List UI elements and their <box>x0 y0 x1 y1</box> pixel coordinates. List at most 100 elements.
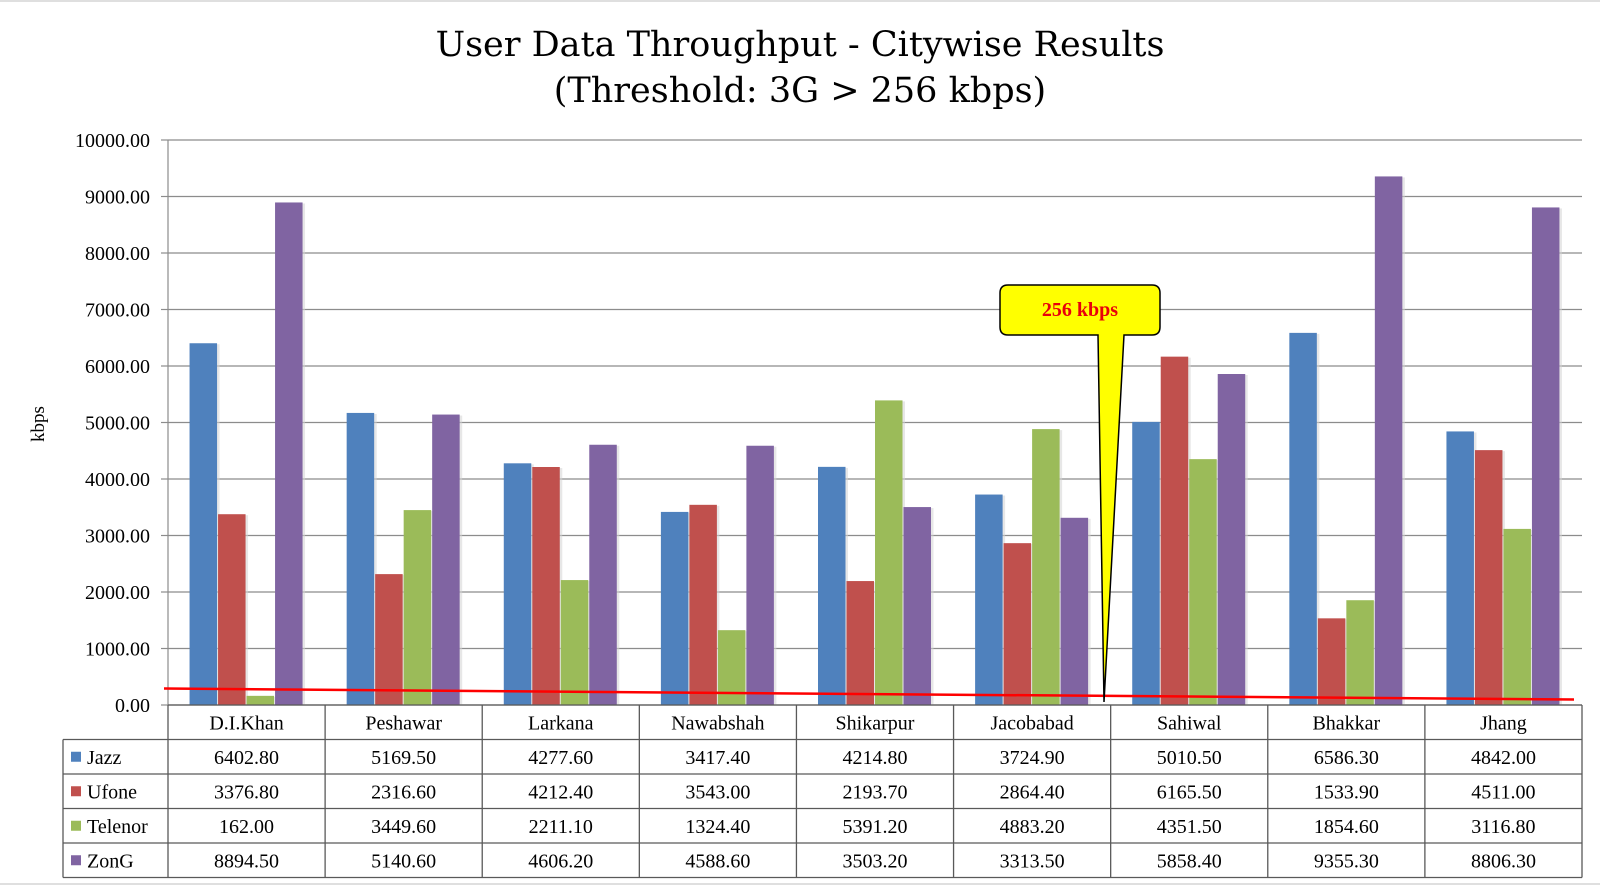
legend-label: Jazz <box>87 747 122 769</box>
y-tick-label: 0.00 <box>115 695 150 717</box>
category-label: Nawabshah <box>671 712 764 734</box>
data-cell: 4883.20 <box>1000 816 1065 838</box>
bar-zong <box>275 202 303 705</box>
data-table: D.I.Khan Peshawar Larkana Nawabshah Shikarpu… <box>62 704 1583 879</box>
bar-zong <box>1217 374 1246 705</box>
bar-zong <box>1531 207 1560 706</box>
data-cell: 3376.80 <box>214 781 279 803</box>
bar-jazz <box>1132 421 1160 705</box>
chart-subtitle: (Threshold: 3G > 256 kbps) <box>554 71 1046 111</box>
data-cell: 4842.00 <box>1471 747 1536 769</box>
data-cell: 3116.80 <box>1471 816 1535 838</box>
bar-ufone <box>1003 543 1032 705</box>
category-label: Shikarpur <box>836 712 915 734</box>
category-label: Larkana <box>528 712 594 734</box>
data-cell: 3724.90 <box>1000 747 1065 769</box>
data-cell: 5858.40 <box>1157 850 1222 872</box>
legend-label: Ufone <box>87 781 137 803</box>
data-cell: 4606.20 <box>528 850 593 872</box>
data-cell: 4351.50 <box>1157 816 1222 838</box>
chart-title: User Data Throughput - Citywise Results <box>436 25 1165 65</box>
bars <box>189 176 1562 706</box>
category-label: D.I.Khan <box>209 712 283 734</box>
legend-label: ZonG <box>87 850 134 872</box>
y-tick-label: 8000.00 <box>85 243 150 265</box>
data-cell: 1533.90 <box>1314 781 1379 803</box>
data-cell: 5140.60 <box>371 850 436 872</box>
y-axis-ticks: 0.00 1000.00 2000.00 3000.00 4000.00 5000.00 6… <box>75 130 150 717</box>
data-cell: 3543.00 <box>685 781 750 803</box>
data-cell: 2211.10 <box>529 816 593 838</box>
bar-ufone <box>846 581 874 705</box>
bar-jazz <box>189 343 218 705</box>
data-cell: 5010.50 <box>1157 747 1222 769</box>
data-cell: 5391.20 <box>843 816 908 838</box>
legend-label: Telenor <box>87 816 148 838</box>
category-label: Jhang <box>1480 712 1527 734</box>
bar-jazz <box>975 494 1003 705</box>
callout-label: 256 kbps <box>1042 299 1118 321</box>
bar-telenor <box>1346 600 1374 705</box>
data-cell: 4277.60 <box>528 747 593 769</box>
data-cell: 2316.60 <box>371 781 436 803</box>
category-label: Jacobabad <box>990 712 1073 734</box>
data-cell: 6165.50 <box>1157 781 1222 803</box>
legend-swatch-zong <box>71 855 81 866</box>
threshold-line <box>163 687 1575 701</box>
bar-ufone <box>689 504 717 705</box>
data-cell: 8806.30 <box>1471 850 1536 872</box>
y-tick-label: 10000.00 <box>75 130 150 152</box>
legend-swatch-telenor <box>71 820 81 831</box>
callout-shape <box>999 284 1161 703</box>
y-tick-label: 9000.00 <box>85 187 150 209</box>
bar-telenor <box>1189 459 1217 705</box>
bar-zong <box>589 444 617 705</box>
legend-swatch-ufone <box>71 786 81 797</box>
y-tick-label: 7000.00 <box>85 300 150 322</box>
bar-telenor <box>560 580 589 705</box>
data-cell: 1324.40 <box>685 816 750 838</box>
data-cell: 4588.60 <box>685 850 750 872</box>
bar-jazz <box>818 466 846 705</box>
threshold-line <box>163 687 1575 701</box>
bar-zong <box>1060 517 1089 705</box>
bar-ufone <box>1160 356 1189 705</box>
data-cell: 2864.40 <box>1000 781 1065 803</box>
data-cell: 3417.40 <box>685 747 750 769</box>
data-cell: 3313.50 <box>1000 850 1065 872</box>
category-label: Bhakkar <box>1312 712 1380 734</box>
y-tick-label: 3000.00 <box>85 526 150 548</box>
data-cell: 3449.60 <box>371 816 436 838</box>
bar-telenor <box>403 510 432 705</box>
bar-zong <box>903 507 931 705</box>
y-tick-label: 2000.00 <box>85 582 150 604</box>
threshold-callout: 256 kbps <box>999 284 1161 703</box>
bar-zong <box>432 414 460 705</box>
bar-telenor <box>1503 528 1531 705</box>
bar-telenor <box>875 400 903 705</box>
bar-jazz <box>503 463 532 705</box>
bar-telenor <box>246 695 275 705</box>
y-tick-label: 4000.00 <box>85 469 150 491</box>
data-cell: 3503.20 <box>843 850 908 872</box>
data-cell: 8894.50 <box>214 850 279 872</box>
bar-jazz <box>1446 431 1474 705</box>
data-cell: 2193.70 <box>843 781 908 803</box>
bar-ufone <box>532 466 560 705</box>
bar-zong <box>1374 176 1403 706</box>
data-cell: 4212.40 <box>528 781 593 803</box>
bar-ufone <box>375 574 403 705</box>
bar-ufone <box>1317 618 1346 705</box>
bar-jazz <box>346 412 375 705</box>
data-cell: 6402.80 <box>214 747 279 769</box>
category-label: Peshawar <box>365 712 442 734</box>
data-cell: 162.00 <box>219 816 274 838</box>
data-cell: 4511.00 <box>1471 781 1535 803</box>
bar-zong <box>746 445 774 705</box>
y-tick-label: 6000.00 <box>85 356 150 378</box>
data-cell: 5169.50 <box>371 747 436 769</box>
bar-ufone <box>1474 450 1503 705</box>
bar-jazz <box>1289 332 1317 705</box>
data-cell: 6586.30 <box>1314 747 1379 769</box>
